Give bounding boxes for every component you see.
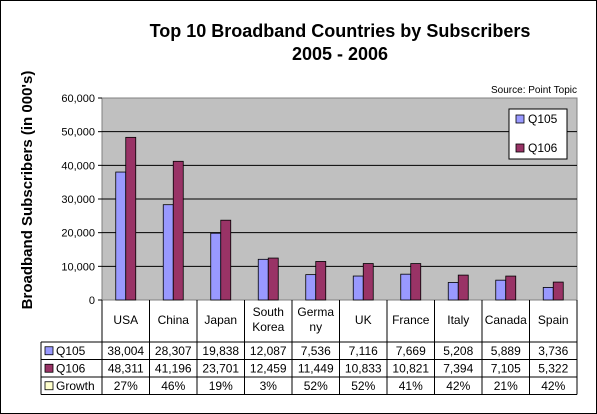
category-label: Germa [297,305,334,319]
category-label: Korea [252,320,284,334]
y-axis-label: Broadband Subscribers (in 000's) [19,71,36,310]
bar-q105-4 [305,274,317,301]
bar-q105-0 [115,171,127,301]
bar-q105-8 [495,279,507,301]
table-cell: 7,116 [349,344,378,358]
bar-q106-7 [457,274,469,301]
bar-q106-9 [552,281,564,301]
table-cell: 5,322 [538,361,568,375]
bar-q105-7 [447,282,459,301]
bar-q105-9 [542,287,554,301]
category-label: Spain [538,313,569,327]
category-label: China [158,313,190,327]
bar-q105-3 [257,258,269,301]
bar-q106-2 [220,219,232,301]
bar-q106-0 [125,136,137,301]
table-cell: 19% [209,379,233,393]
table-cell: 38,004 [107,344,144,358]
bar-q106-5 [362,263,374,301]
bar-q106-3 [267,257,279,301]
table-cell: 12,087 [250,344,287,358]
legend-swatch-q105 [515,114,525,124]
category-label: USA [113,313,138,327]
category-label: Italy [447,313,469,327]
table-row-label: Growth [56,379,95,393]
bar-q106-1 [172,160,184,301]
table-cell: 5,208 [443,344,473,358]
category-label: South [253,305,284,319]
chart-title-line-2: 2005 - 2006 [292,44,388,64]
table-cell: 10,821 [392,361,429,375]
table-cell: 52% [304,379,328,393]
category-label: Japan [204,313,237,327]
table-cell: 7,105 [491,361,521,375]
table-cell: 3% [260,379,278,393]
table-cell: 11,449 [298,361,334,375]
table-cell: 5,889 [491,344,521,358]
bar-q105-2 [210,232,222,301]
y-tick-label: 10,000 [61,261,95,273]
y-tick-label: 30,000 [61,194,95,206]
table-cell: 3,736 [538,344,568,358]
y-tick-label: 0 [89,295,95,307]
table-cell: 12,459 [250,361,287,375]
table-cell: 7,394 [443,361,473,375]
table-cell: 10,833 [345,361,382,375]
table-cell: 27% [114,379,138,393]
table-cell: 21% [494,379,518,393]
table-cell: 7,536 [301,344,331,358]
table-cell: 23,701 [202,361,239,375]
source-note: Source: Point Topic [491,85,577,96]
bar-q105-1 [162,204,174,301]
y-tick-label: 20,000 [61,228,95,240]
legend-label-q105: Q105 [528,112,558,126]
legend-swatch-q106 [515,143,525,153]
table-row-label: Q105 [56,344,86,358]
table-legend-key [44,346,54,356]
table-row-label: Q106 [56,361,86,375]
category-label: ny [309,320,322,334]
bar-q105-5 [352,275,364,301]
bar-q106-8 [505,275,517,301]
category-label: UK [355,313,372,327]
y-tick-label: 40,000 [61,160,95,172]
table-cell: 28,307 [155,344,192,358]
table-cell: 42% [446,379,470,393]
legend-label-q106: Q106 [528,141,558,155]
category-label: Canada [485,313,527,327]
table-cell: 48,311 [108,361,144,375]
table-cell: 19,838 [202,344,239,358]
table-cell: 42% [541,379,565,393]
category-label: France [392,313,430,327]
table-legend-key [44,381,54,391]
table-cell: 52% [351,379,375,393]
table-legend-key [44,363,54,373]
legend: Q105 Q106 [508,108,568,160]
table-cell: 41% [399,379,423,393]
table-cell: 46% [161,379,185,393]
y-tick-label: 50,000 [61,127,95,139]
y-tick-label: 60,000 [61,93,95,105]
table-cell: 7,669 [396,344,426,358]
table-cell: 41,196 [155,361,192,375]
bar-q106-6 [410,263,422,301]
chart-title-line-1: Top 10 Broadband Countries by Subscriber… [150,21,531,41]
bar-q106-4 [315,261,327,301]
bar-q105-6 [400,273,412,301]
